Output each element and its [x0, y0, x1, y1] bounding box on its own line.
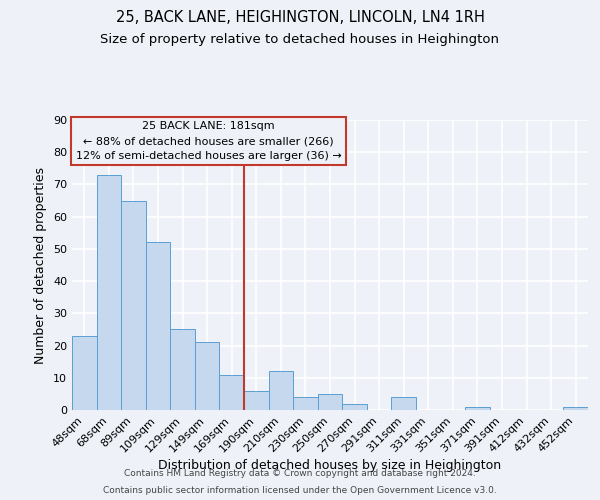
Bar: [195, 342, 220, 410]
Bar: [146, 242, 170, 410]
Bar: [97, 175, 121, 410]
Y-axis label: Number of detached properties: Number of detached properties: [34, 166, 47, 364]
Bar: [269, 372, 293, 410]
Text: Contains HM Land Registry data © Crown copyright and database right 2024.: Contains HM Land Registry data © Crown c…: [124, 468, 476, 477]
X-axis label: Distribution of detached houses by size in Heighington: Distribution of detached houses by size …: [158, 460, 502, 472]
Text: Size of property relative to detached houses in Heighington: Size of property relative to detached ho…: [101, 32, 499, 46]
Bar: [465, 407, 490, 410]
Bar: [563, 407, 588, 410]
Bar: [220, 374, 244, 410]
Bar: [244, 390, 269, 410]
Bar: [391, 397, 416, 410]
Bar: [293, 397, 318, 410]
Text: 25 BACK LANE: 181sqm
← 88% of detached houses are smaller (266)
12% of semi-deta: 25 BACK LANE: 181sqm ← 88% of detached h…: [76, 122, 341, 161]
Text: Contains public sector information licensed under the Open Government Licence v3: Contains public sector information licen…: [103, 486, 497, 495]
Text: 25, BACK LANE, HEIGHINGTON, LINCOLN, LN4 1RH: 25, BACK LANE, HEIGHINGTON, LINCOLN, LN4…: [116, 10, 484, 25]
Bar: [72, 336, 97, 410]
Bar: [121, 200, 146, 410]
Bar: [342, 404, 367, 410]
Bar: [170, 330, 195, 410]
Bar: [318, 394, 342, 410]
